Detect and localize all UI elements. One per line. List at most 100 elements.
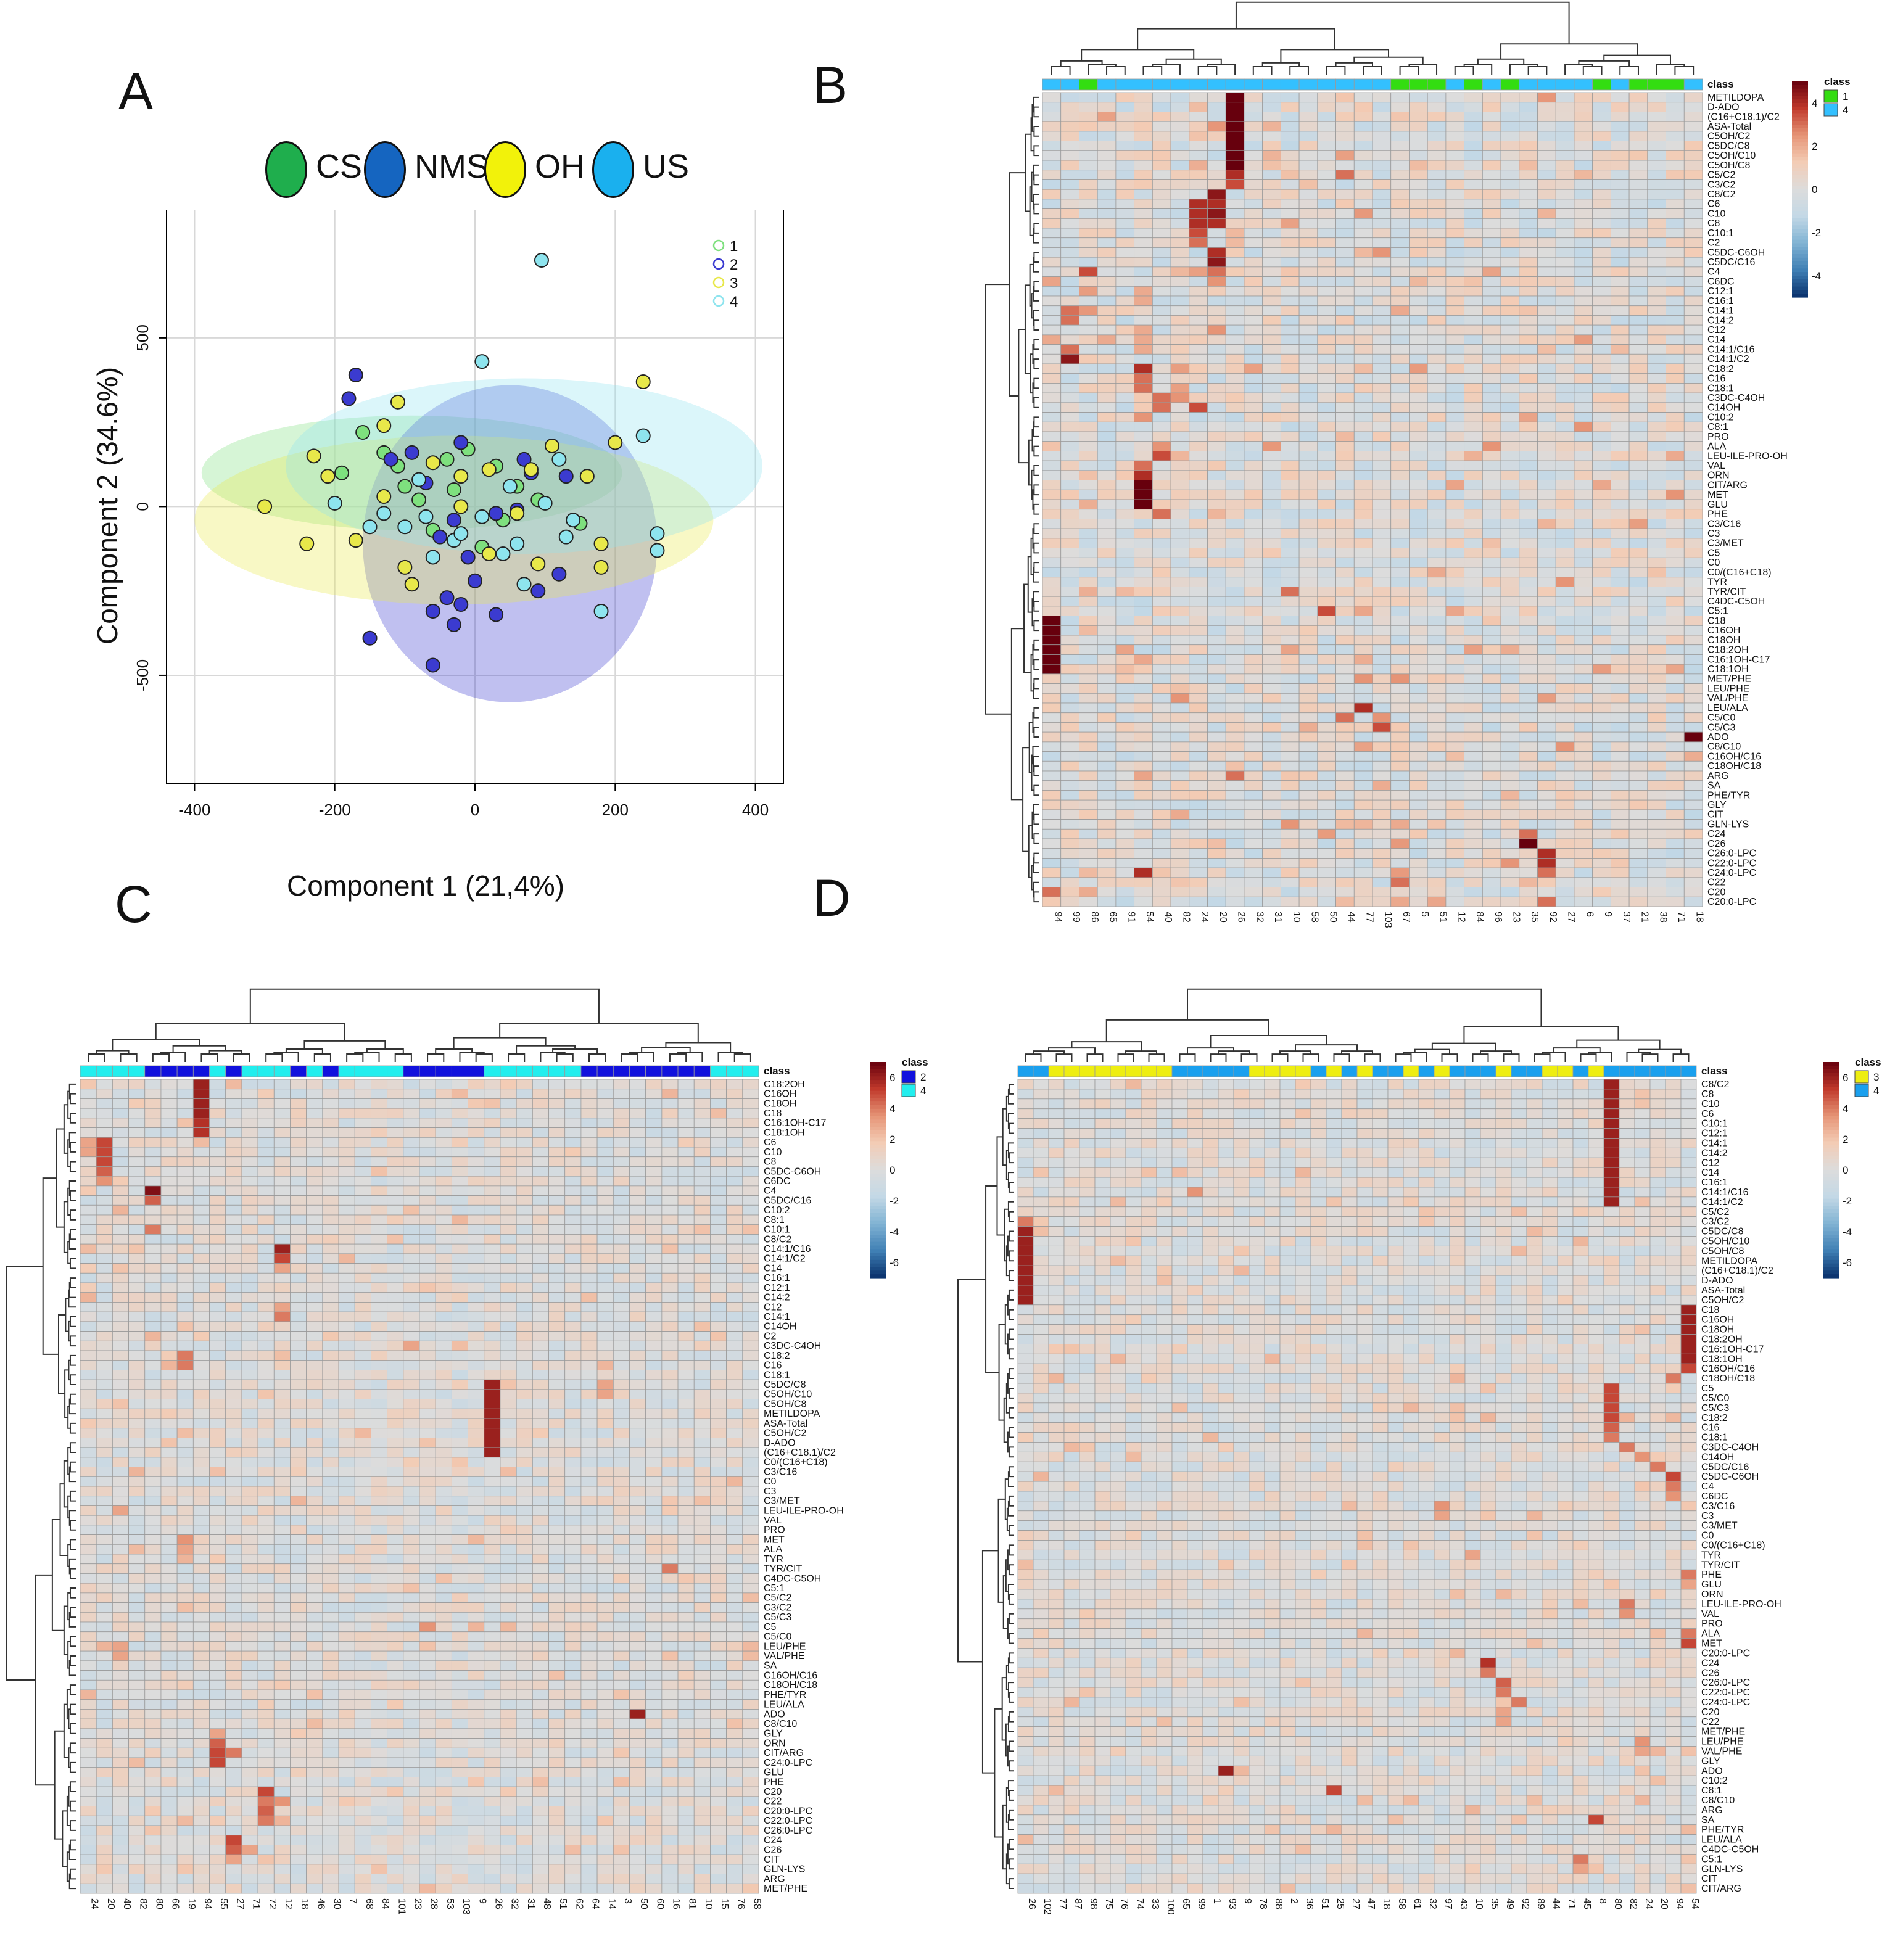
heatmap-cell [80, 1224, 97, 1235]
color-scale-tick: -2 [1812, 227, 1821, 239]
heatmap-cell [1500, 587, 1520, 597]
heatmap-cell [1097, 819, 1117, 830]
class-bar-cell [1409, 78, 1428, 91]
heatmap-cell [548, 1079, 566, 1090]
heatmap-cell [1372, 276, 1392, 287]
heatmap-cell [726, 1079, 743, 1090]
heatmap-cell [435, 1360, 452, 1370]
heatmap-cell [516, 1321, 533, 1332]
heatmap-cell [1060, 654, 1079, 665]
heatmap-cell [1683, 363, 1703, 374]
heatmap-cell [1189, 896, 1208, 907]
heatmap-cell [1244, 712, 1263, 723]
heatmap-cell [257, 1127, 275, 1138]
heatmap-cell [1555, 896, 1575, 907]
heatmap-cell [144, 1292, 162, 1303]
heatmap-cell [516, 1263, 533, 1274]
heatmap-cell [1519, 780, 1538, 791]
heatmap-cell [1298, 702, 1318, 714]
heatmap-cell [1298, 121, 1318, 132]
heatmap-cell [1592, 557, 1611, 568]
heatmap-cell [1628, 596, 1648, 607]
heatmap-cell [322, 1408, 339, 1419]
heatmap-cell [1298, 838, 1318, 849]
heatmap-cell [1647, 693, 1666, 704]
heatmap-cell [1574, 102, 1593, 112]
heatmap-cell [1097, 625, 1117, 636]
heatmap-cell [1683, 189, 1703, 200]
heatmap-cell [1464, 257, 1483, 268]
heatmap-cell [1207, 635, 1226, 646]
heatmap-cell [1555, 625, 1575, 636]
heatmap-cell [1115, 179, 1135, 190]
heatmap-cell [1628, 877, 1648, 887]
heatmap-cell [1353, 887, 1373, 897]
heatmap-cell [580, 1263, 598, 1274]
heatmap-cell [1225, 712, 1245, 723]
heatmap-cell [403, 1350, 420, 1361]
heatmap-cell [726, 1263, 743, 1274]
heatmap-cell [1097, 664, 1117, 675]
heatmap-cell [1042, 102, 1062, 112]
heatmap-cell [1610, 392, 1630, 403]
heatmap-cell [1115, 237, 1135, 248]
heatmap-cell [1317, 102, 1336, 112]
heatmap-cell [1500, 712, 1520, 723]
heatmap-cell [532, 1156, 549, 1167]
y-tick-label: 500 [133, 324, 152, 351]
heatmap-cell [128, 1224, 146, 1235]
heatmap-cell [1537, 208, 1556, 219]
heatmap-cell [710, 1147, 727, 1158]
heatmap-cell [677, 1408, 695, 1419]
color-scale-segment [1792, 218, 1808, 223]
heatmap-cell [290, 1379, 307, 1390]
x-axis-label: Component 1 (21,4%) [287, 870, 564, 902]
heatmap-cell [1152, 557, 1171, 568]
heatmap-cell [1335, 548, 1355, 558]
heatmap-cell [451, 1224, 468, 1235]
heatmap-cell [1244, 286, 1263, 297]
heatmap-cell [1500, 577, 1520, 587]
heatmap-cell [1427, 92, 1447, 103]
heatmap-cell [306, 1098, 323, 1109]
heatmap-cell [192, 1243, 210, 1254]
heatmap-cell [290, 1224, 307, 1235]
heatmap-cell [1464, 324, 1483, 336]
heatmap-cell [1390, 731, 1410, 743]
heatmap-cell [1519, 218, 1538, 229]
heatmap-cell [273, 1370, 291, 1380]
heatmap-cell [1225, 858, 1245, 868]
heatmap-cell [1353, 295, 1373, 307]
heatmap-cell [419, 1292, 436, 1303]
heatmap-cell [484, 1234, 501, 1245]
heatmap-cell [484, 1108, 501, 1119]
heatmap-cell [1060, 208, 1079, 219]
heatmap-cell [1262, 567, 1281, 578]
heatmap-cell [564, 1253, 582, 1264]
heatmap-cell [176, 1340, 194, 1351]
heatmap-cell [1298, 858, 1318, 868]
dendrogram-branch [1033, 542, 1039, 554]
column-label: 86 [1089, 912, 1100, 923]
heatmap-cell [1683, 519, 1703, 529]
heatmap-cell [1170, 819, 1190, 830]
heatmap-cell [96, 1311, 113, 1322]
heatmap-cell [176, 1079, 194, 1090]
heatmap-cell [371, 1302, 388, 1312]
heatmap-cell [1280, 838, 1300, 849]
heatmap-cell [1189, 451, 1208, 461]
heatmap-cell [532, 1234, 549, 1245]
heatmap-cell [451, 1370, 468, 1380]
heatmap-cell [1262, 751, 1281, 762]
heatmap-cell [1097, 392, 1117, 403]
heatmap-cell [1335, 499, 1355, 510]
heatmap-cell [1390, 587, 1410, 597]
heatmap-cell [1592, 596, 1611, 607]
heatmap-cell [144, 1360, 162, 1370]
heatmap-cell [96, 1089, 113, 1099]
heatmap-cell [192, 1127, 210, 1138]
heatmap-cell [1042, 92, 1062, 103]
heatmap-cell [1225, 557, 1245, 568]
heatmap-cell [160, 1321, 178, 1332]
heatmap-cell [354, 1137, 371, 1148]
